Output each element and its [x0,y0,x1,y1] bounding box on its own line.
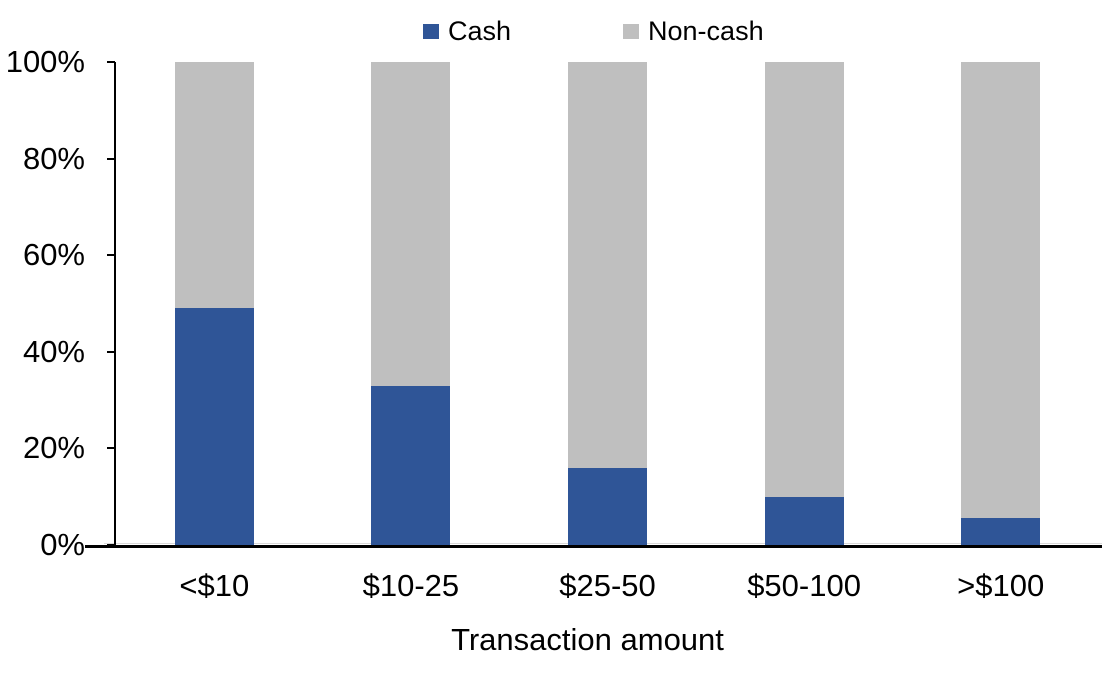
y-tick-mark [107,447,115,450]
x-tick-label: $50-100 [747,568,861,603]
y-tick-mark [107,61,115,63]
x-tick-labels: <$10 $10-25 $25-50 $50-100 >$100 [116,568,1099,604]
x-tick-label: >$100 [957,568,1045,603]
y-tick-label: 20% [22,430,85,466]
bar-segment-cash [174,308,254,545]
legend: Cash Non-cash [423,16,764,46]
bar-slot [706,62,903,545]
y-tick-mark [107,157,115,160]
x-tick-label: <$10 [179,568,250,603]
x-axis-title: Transaction amount [451,622,724,657]
stacked-bar [174,62,254,545]
y-tick-mark [107,254,115,257]
x-axis-line [85,545,1102,548]
stacked-bar [764,62,844,545]
legend-label-noncash: Non-cash [648,16,764,46]
bar-slot [116,62,313,545]
plot-area [116,62,1099,545]
y-tick-label: 100% [5,44,85,79]
bar-slot [313,62,510,545]
x-tick-label: $10-25 [362,568,460,603]
y-axis-line [114,62,116,546]
bar-segment-cash [371,385,451,545]
stacked-bar [371,62,451,545]
y-tick-label: 80% [22,140,85,176]
legend-label-cash: Cash [448,16,512,46]
bar-segment-non-cash [961,62,1041,519]
stacked-bar [567,62,647,545]
bar-slot [509,62,706,545]
y-tick-label: 40% [22,333,85,369]
bar-segment-cash [764,496,844,545]
noncash-swatch-icon [623,23,640,39]
y-tick-mark [107,350,115,353]
bar-segment-non-cash [174,62,254,309]
bar-segment-non-cash [371,62,451,386]
legend-item-noncash: Non-cash [623,16,764,46]
bar-segment-cash [567,467,647,545]
x-tick-label: $25-50 [559,568,656,603]
cash-swatch-icon [423,23,439,39]
bar-segment-non-cash [567,62,647,468]
bar-segment-non-cash [764,62,844,497]
bar-segment-cash [961,518,1041,545]
bar-slot [902,62,1099,545]
y-tick-label: 60% [22,237,85,273]
legend-item-cash: Cash [423,16,511,46]
y-tick-label: 0% [40,527,85,562]
stacked-bar [961,62,1041,545]
